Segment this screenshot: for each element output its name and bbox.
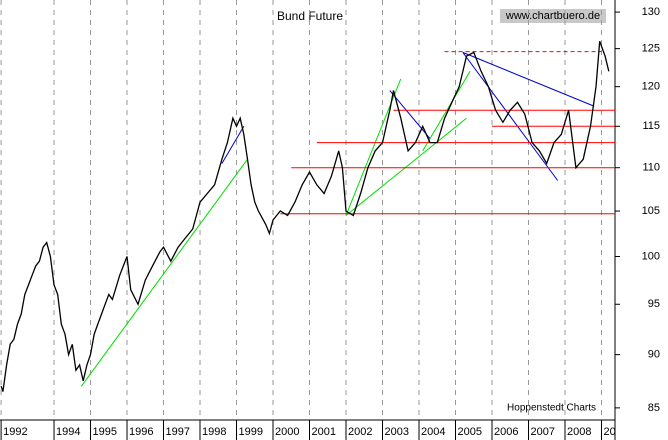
y-tick-label: 90 <box>648 349 660 361</box>
source: www.chartbuero.de <box>505 10 600 22</box>
chart-title: Bund Future <box>277 9 343 23</box>
x-tick-label: 2006 <box>494 426 518 438</box>
x-tick-label: 1997 <box>166 426 190 438</box>
reference-line <box>462 51 595 107</box>
x-tick-label: 2007 <box>530 426 554 438</box>
x-tick-label: 1995 <box>93 426 117 438</box>
x-tick-label: 2002 <box>348 426 372 438</box>
y-tick-label: 120 <box>642 81 660 93</box>
x-tick-label: 1999 <box>239 426 263 438</box>
x-tick-label: 1998 <box>202 426 226 438</box>
y-tick-label: 115 <box>642 120 660 132</box>
reference-line <box>462 52 559 181</box>
x-tick-label: 1994 <box>56 426 80 438</box>
x-tick-label: 2005 <box>458 426 482 438</box>
y-tick-label: 130 <box>642 6 660 18</box>
x-tick-label: 2001 <box>312 426 336 438</box>
reference-line <box>345 117 467 216</box>
x-tick-label: 1996 <box>129 426 153 438</box>
reference-line <box>80 158 248 387</box>
y-tick-label: 125 <box>642 43 660 55</box>
reference-line <box>221 126 245 164</box>
x-tick-label: 2000 <box>275 426 299 438</box>
price-line <box>0 40 610 392</box>
x-tick-label: 2003 <box>385 426 409 438</box>
x-tick-label: 2008 <box>567 426 591 438</box>
credit: Hoppenstedt Charts <box>507 403 596 414</box>
y-tick-label: 85 <box>648 402 660 414</box>
x-tick-label: 2009 <box>603 426 627 438</box>
source-box <box>500 9 606 23</box>
y-tick-label: 105 <box>642 205 660 217</box>
reference-line <box>422 71 471 152</box>
reference-line <box>389 90 431 139</box>
y-tick-label: 110 <box>642 162 660 174</box>
x-tick-label: 2004 <box>421 426 445 438</box>
x-tick-label: 1992 <box>3 426 27 438</box>
y-tick-label: 100 <box>642 250 660 262</box>
y-tick-label: 95 <box>648 298 660 310</box>
plot-area: 1992 1994 1995 1996 1997 1998 1999 2000 2001 2002… <box>0 0 627 440</box>
